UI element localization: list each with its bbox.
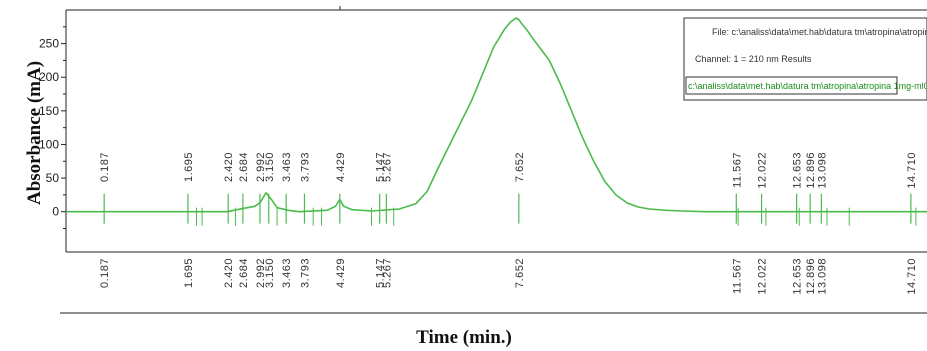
y-tick-label: 100: [39, 137, 59, 151]
peak-time-label: 12.896: [805, 258, 817, 295]
peak-label: 12.896: [805, 152, 817, 189]
peak-label: 5.267: [381, 152, 393, 182]
peak-label: 12.022: [757, 152, 769, 189]
peak-time-label: 2.684: [238, 258, 250, 288]
peak-time-label: 3.793: [299, 258, 311, 288]
peak-label: 2.420: [223, 152, 235, 182]
peak-time-label: 1.695: [183, 258, 195, 288]
legend-channel-label: Channel: 1 = 210 nm Results: [695, 54, 812, 64]
peak-label: 0.187: [99, 152, 111, 182]
peak-label: 2.992: [255, 152, 267, 182]
y-tick-label: 50: [46, 171, 60, 185]
peak-label: 12.653: [792, 152, 804, 189]
integration-event-marks: [103, 193, 917, 226]
peak-time-label: 3.150: [264, 258, 276, 288]
peak-time-label: 5.267: [381, 258, 393, 288]
peak-time-label: 2.992: [255, 258, 267, 288]
y-axis-label: Absorbance (mA): [24, 61, 45, 205]
series-trace: [66, 17, 927, 213]
peak-time-label: 13.098: [816, 258, 828, 295]
y-tick-label: 0: [52, 205, 59, 219]
peak-label: 3.150: [264, 152, 276, 182]
peak-label: 1.695: [183, 152, 195, 182]
peak-time-label: 4.429: [335, 258, 347, 288]
peak-label: 5.147: [375, 152, 387, 182]
peak-label: 3.793: [299, 152, 311, 182]
peak-time-label: 12.653: [792, 258, 804, 295]
series-line: [66, 17, 927, 213]
peak-label: 13.098: [816, 152, 828, 189]
x-axis-label: Time (min.): [416, 327, 512, 348]
peak-label: 14.710: [906, 152, 918, 189]
peak-time-label: 7.652: [514, 258, 526, 288]
legend-box: File: c:\analiss\data\met.hab\datura tm\…: [683, 17, 927, 101]
legend-file-label: File: c:\analiss\data\met.hab\datura tm\…: [712, 27, 927, 37]
peak-time-label: 5.147: [375, 258, 387, 288]
peak-time-label: 3.463: [281, 258, 293, 288]
legend-series-label: c:\analiss\data\met.hab\datura tm\atropi…: [688, 81, 927, 91]
y-tick-label: 200: [39, 70, 59, 84]
peak-label: 3.463: [281, 152, 293, 182]
peak-label: 4.429: [335, 152, 347, 182]
y-tick-label: 250: [39, 37, 59, 51]
peak-time-label: 2.420: [223, 258, 235, 288]
plot-frame: [60, 6, 927, 314]
y-tick-label: 150: [39, 104, 59, 118]
y-axis: 0 50 100 150 200 250: [39, 26, 66, 229]
peak-label: 11.567: [731, 152, 743, 188]
peak-time-label: 0.187: [99, 258, 111, 288]
peak-time-label: 12.022: [757, 258, 769, 295]
peak-time-label: 11.567: [731, 258, 743, 294]
peak-label: 7.652: [514, 152, 526, 182]
peak-label: 2.684: [238, 152, 250, 182]
peak-time-label: 14.710: [906, 258, 918, 295]
